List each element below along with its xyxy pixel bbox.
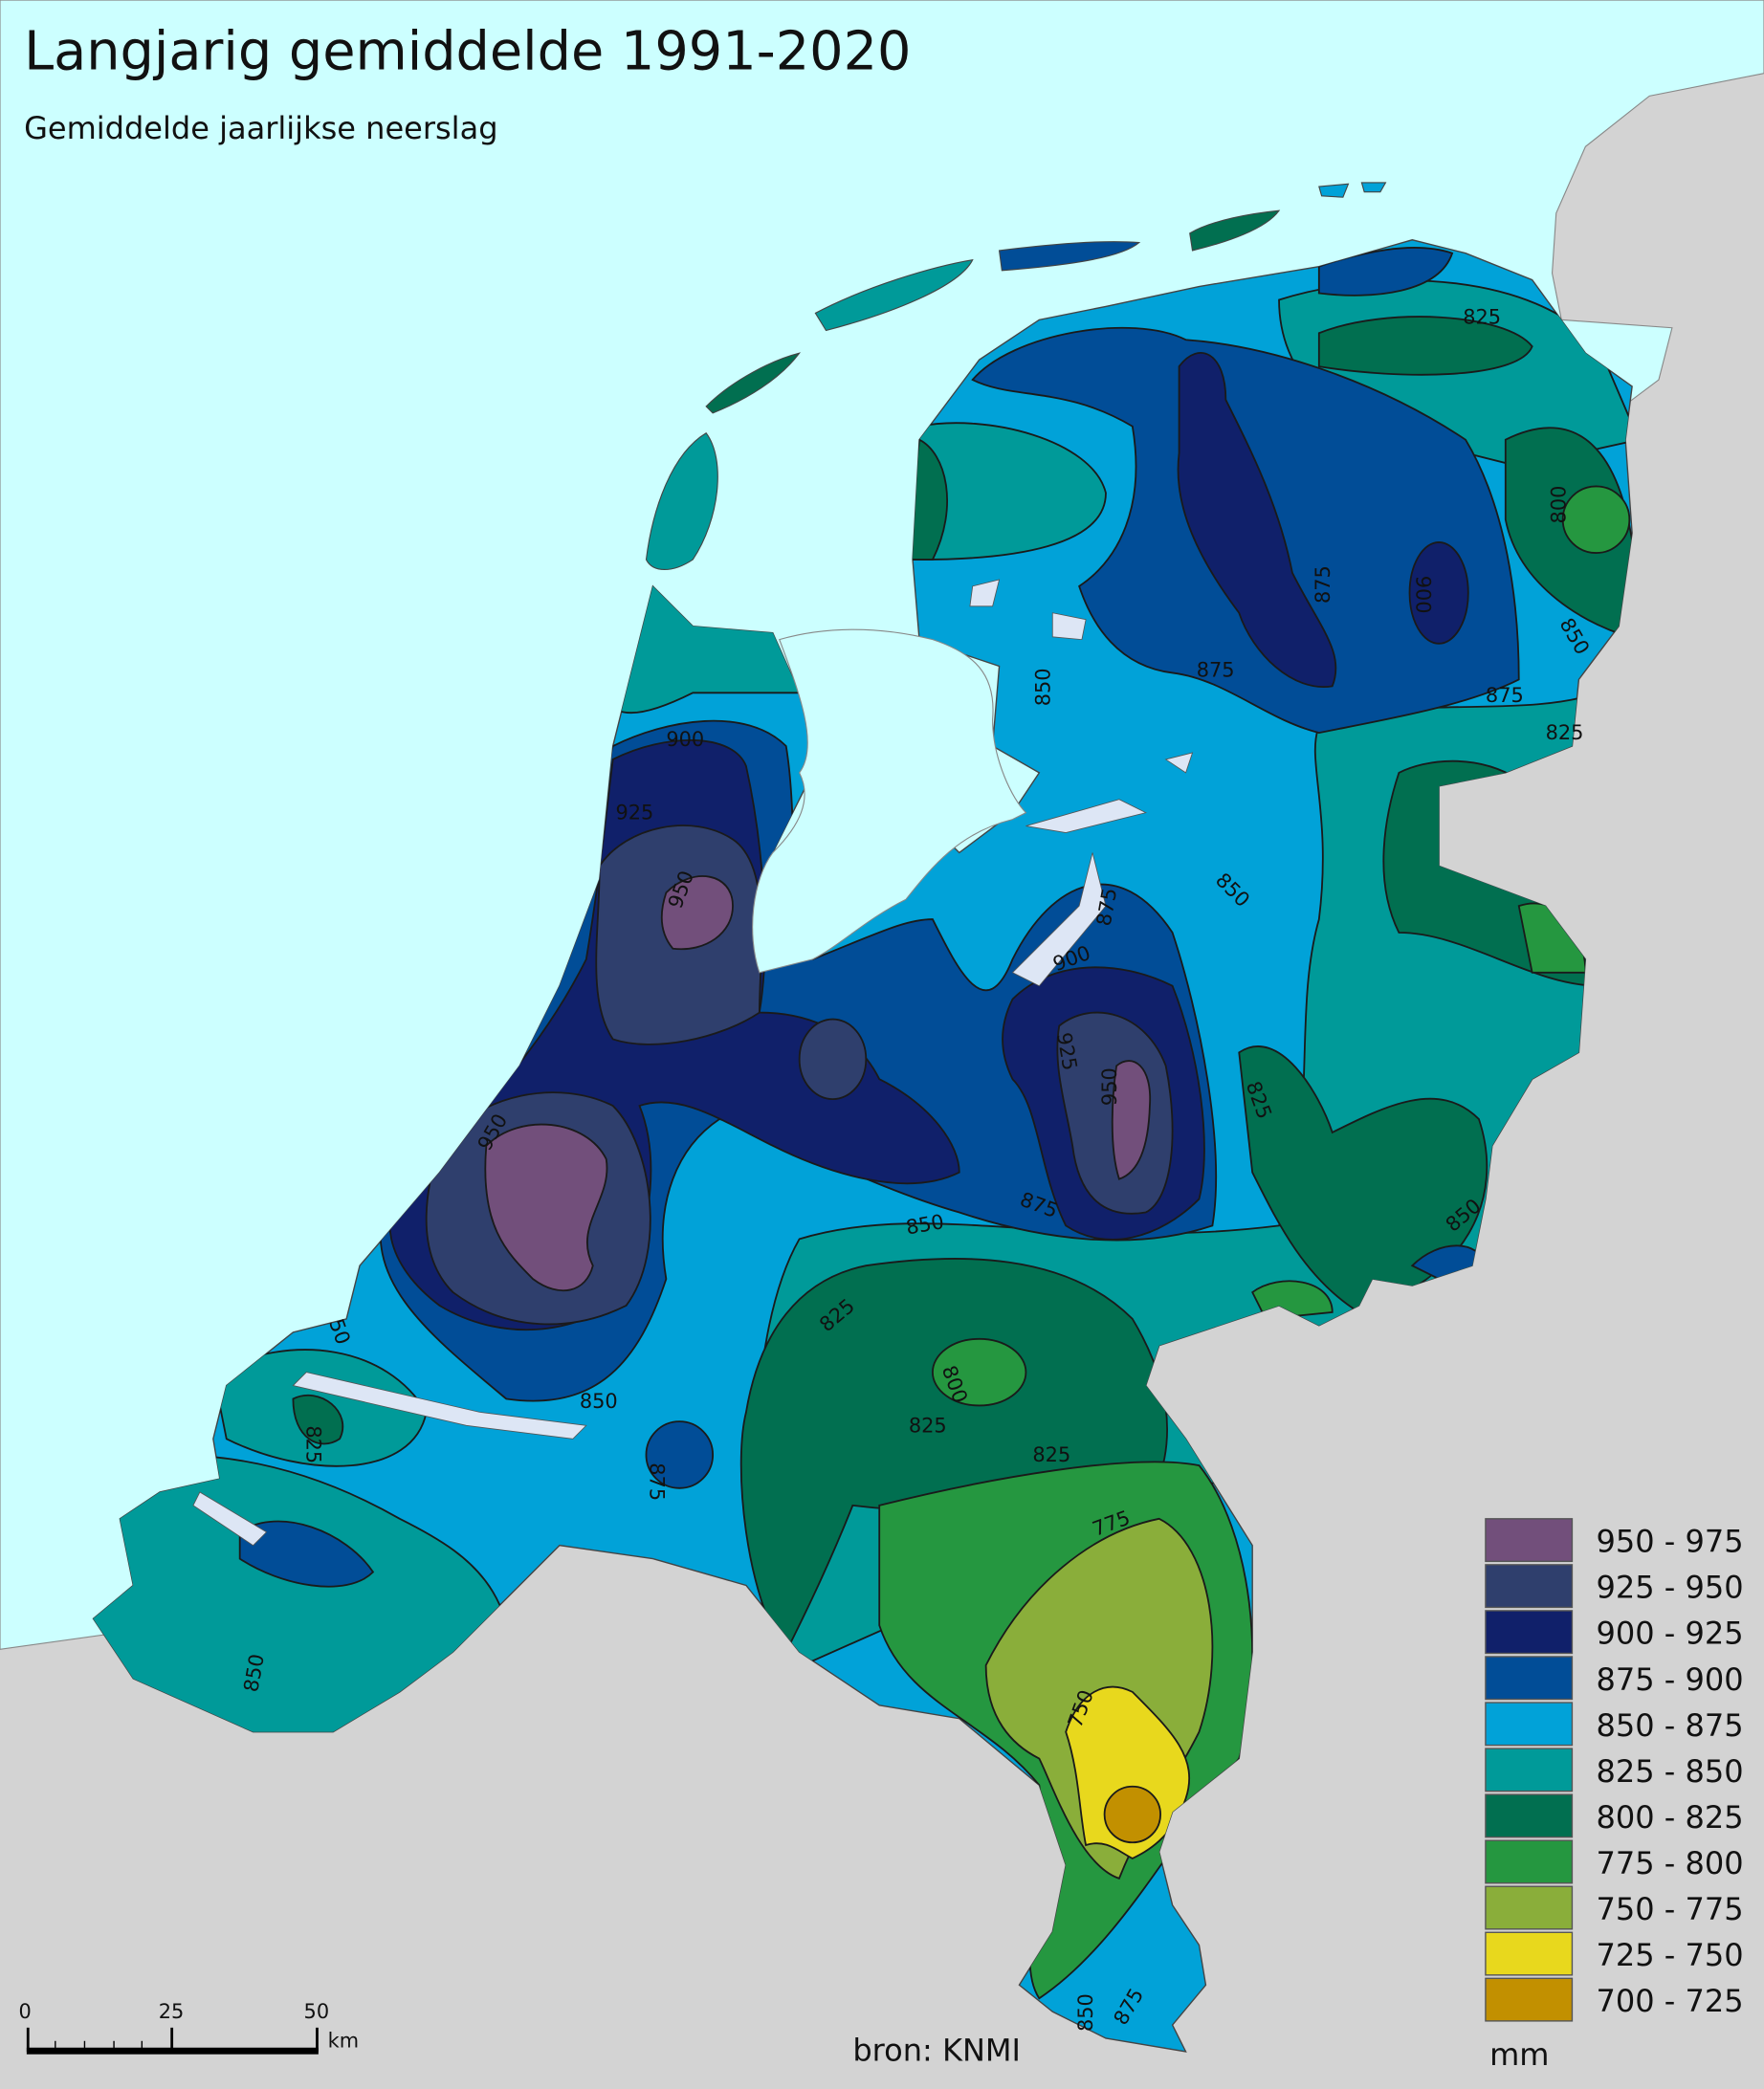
island-rottumeroog (1318, 182, 1387, 198)
legend-swatch (1485, 1748, 1574, 1792)
legend-swatch (1485, 1518, 1574, 1563)
legend: 950 - 975 925 - 950 900 - 925 875 - 900 850 … (1485, 1518, 1744, 2022)
contour-label: 875 (1486, 684, 1524, 707)
ijsselmeer (752, 628, 1027, 974)
contour-label: 875 (646, 1462, 669, 1501)
legend-unit: mm (1489, 2036, 1549, 2073)
legend-label: 700 - 725 (1597, 1983, 1744, 2019)
contour-label: 900 (666, 728, 704, 751)
contour-label: 825 (1463, 306, 1501, 329)
island-terschelling (814, 258, 974, 332)
legend-label: 875 - 900 (1597, 1661, 1744, 1698)
contour-label: 900 (1411, 576, 1434, 614)
legend-swatch (1485, 1839, 1574, 1884)
wadden-islands (645, 182, 1387, 571)
legend-swatch (1485, 1564, 1574, 1609)
contour-label: 925 (615, 802, 653, 825)
scale-unit: km (328, 2030, 359, 2053)
netherlands (92, 239, 1633, 2053)
scale-tick-label: 0 (18, 2000, 31, 2023)
legend-label: 725 - 750 (1597, 1937, 1744, 1973)
source-credit: bron: KNMI (852, 2033, 1021, 2069)
scale-tick-label: 50 (304, 2000, 330, 2023)
map-subtitle: Gemiddelde jaarlijkse neerslag (24, 110, 497, 146)
legend-swatch (1485, 1793, 1574, 1838)
contour-label: 850 (580, 1390, 618, 1413)
contour-label: 825 (301, 1425, 324, 1463)
scale-tick-label: 25 (159, 2000, 185, 2023)
legend-label: 850 - 875 (1597, 1707, 1744, 1744)
island-schiermonnikoog (1189, 209, 1281, 252)
legend-swatch (1485, 1702, 1574, 1747)
legend-label: 950 - 975 (1597, 1524, 1744, 1560)
contour-label: 825 (1032, 1443, 1070, 1466)
zones-950-975 (484, 875, 1152, 1292)
legend-label: 900 - 925 (1597, 1616, 1744, 1652)
contour-label: 800 (1547, 486, 1570, 524)
contour-label: 875 (1197, 659, 1235, 682)
legend-swatch (1485, 1931, 1574, 1976)
island-ameland (998, 241, 1141, 272)
legend-label: 775 - 800 (1597, 1845, 1744, 1881)
legend-swatch (1485, 1656, 1574, 1701)
zone-700-725 (1103, 1785, 1161, 1844)
contour-label: 850 (1031, 668, 1054, 706)
contour-label: 825 (909, 1414, 947, 1437)
island-vlieland (705, 352, 802, 414)
legend-swatch (1485, 1977, 1574, 2022)
legend-label: 800 - 825 (1597, 1799, 1744, 1836)
legend-swatch (1485, 1885, 1574, 1930)
contour-label: 950 (1098, 1067, 1121, 1106)
legend-label: 825 - 850 (1597, 1753, 1744, 1790)
legend-label: 925 - 950 (1597, 1570, 1744, 1606)
scale-bar: 0 25 50 km (18, 2000, 359, 2055)
legend-swatch (1485, 1610, 1574, 1655)
lakes (192, 579, 1194, 1547)
contour-label: 850 (1074, 1993, 1097, 2032)
contour-label: 825 (1546, 721, 1584, 744)
contour-label: 875 (1312, 565, 1334, 604)
map-title: Langjarig gemiddelde 1991-2020 (24, 21, 911, 83)
island-texel (645, 431, 718, 571)
legend-label: 750 - 775 (1597, 1891, 1744, 1927)
